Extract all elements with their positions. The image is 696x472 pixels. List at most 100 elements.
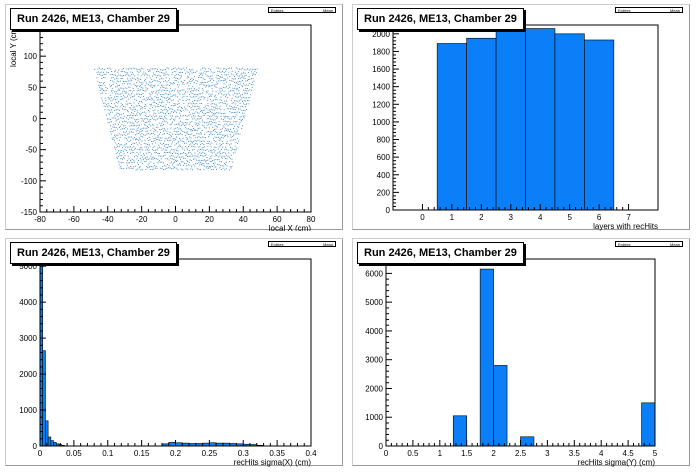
scatter-point [199,103,201,105]
scatter-point [149,114,151,116]
scatter-point [126,87,128,89]
scatter-point [147,127,149,128]
scatter-point [209,115,210,117]
scatter-point [255,74,256,76]
scatter-point [178,109,180,111]
scatter-point [140,169,142,171]
scatter-point [237,130,239,132]
scatter-point [245,75,247,76]
scatter-point [226,81,227,83]
scatter-point [187,161,189,162]
scatter-point [156,105,158,107]
scatter-point [210,121,212,122]
scatter-point [214,71,215,73]
scatter-point [201,77,203,78]
scatter-point [108,118,110,120]
scatter-point [156,118,158,120]
scatter-point [135,169,137,171]
scatter-point [189,95,191,97]
scatter-point [149,121,151,123]
scatter-point [118,124,119,125]
scatter-point [164,168,166,170]
scatter-point [235,67,237,69]
scatter-point [127,128,128,130]
scatter-point [133,122,135,124]
scatter-point [180,120,181,122]
scatter-point [103,77,104,78]
scatter-point [242,86,244,88]
scatter-point [235,93,237,95]
x-axis-label: local X (cm) [269,224,312,231]
scatter-point [181,108,183,109]
scatter-point [120,96,122,97]
scatter-point [169,167,171,169]
scatter-point [132,117,134,119]
scatter-point [130,146,131,148]
scatter-point [166,149,168,151]
scatter-point [185,72,186,74]
scatter-point [197,133,199,135]
y-tick-label: 0 [33,442,38,451]
scatter-point [219,99,221,101]
scatter-point [148,75,150,77]
scatter-point [113,130,115,132]
scatter-point [144,106,145,108]
scatter-point [172,141,173,143]
scatter-point [238,92,240,94]
scatter-point [210,133,212,135]
scatter-point [130,108,132,110]
scatter-point [136,158,138,160]
scatter-point [180,77,182,79]
scatter-point [215,115,217,117]
stats-mean: Mean [322,8,333,13]
scatter-point [174,75,176,77]
scatter-point [251,71,252,73]
scatter-point [184,152,186,154]
scatter-point [225,152,226,154]
x-tick-label: 0.25 [202,449,218,458]
scatter-point [127,110,128,112]
scatter-point [239,75,240,77]
scatter-point [127,93,129,95]
scatter-point [173,128,175,130]
scatter-point [162,78,164,80]
scatter-point [133,114,135,116]
scatter-point [248,69,250,71]
scatter-point [119,80,121,82]
scatter-point [117,146,119,148]
scatter-point [192,155,193,157]
scatter-point [130,97,132,99]
scatter-point [172,155,174,157]
scatter-point [168,108,170,110]
scatter-point [161,93,163,95]
scatter-point [169,124,171,125]
scatter-point [156,115,157,117]
scatter-point [244,84,246,86]
scatter-point [225,146,226,148]
scatter-point [169,87,171,89]
scatter-point [214,106,216,108]
scatter-point [194,158,196,160]
scatter-point [238,96,239,98]
scatter-point [229,156,230,158]
scatter-point [173,151,175,153]
scatter-point [211,150,213,152]
scatter-point [140,131,142,133]
scatter-point [110,68,112,70]
scatter-point [154,165,156,166]
scatter-point [114,134,115,136]
scatter-point [196,136,198,138]
scatter-point [160,109,162,110]
scatter-point [188,85,190,87]
x-axis-label: recHits sigma(Y) (cm) [578,458,656,467]
scatter-point [205,113,206,114]
scatter-point [185,91,186,93]
scatter-point [213,113,214,115]
scatter-point [156,149,158,151]
scatter-point [115,96,117,98]
scatter-point [204,84,206,86]
scatter-point [145,81,147,83]
scatter-point [146,152,148,154]
scatter-point [135,113,137,115]
scatter-point [225,120,227,122]
